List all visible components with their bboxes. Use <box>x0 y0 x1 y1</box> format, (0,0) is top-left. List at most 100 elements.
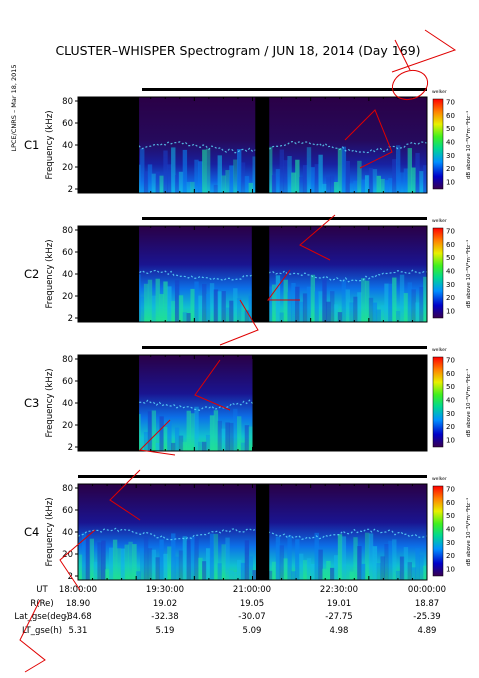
availability-bar <box>78 475 142 478</box>
spectrogram-column <box>240 442 246 451</box>
orbit-value: 18.90 <box>66 599 90 609</box>
spectrogram-column <box>376 175 381 193</box>
y-tick-label: 20 <box>62 550 73 560</box>
spectrogram-column <box>140 296 145 322</box>
colorbar-tick-label: 10 <box>446 308 455 316</box>
spectrogram-column <box>395 145 401 193</box>
y-tick-label: 40 <box>62 141 73 151</box>
spectrogram-column <box>372 546 378 580</box>
spectrogram-column <box>155 557 160 580</box>
orbit-value: -27.75 <box>325 612 352 622</box>
orbit-value: 19:30:00 <box>146 585 184 595</box>
spectrogram-column <box>202 149 207 193</box>
orbit-value: 21:00:00 <box>233 585 271 595</box>
spectrogram-column <box>384 283 389 322</box>
spectrogram-column <box>186 540 191 580</box>
y-tick-label: 80 <box>62 226 73 236</box>
spectrogram-column <box>205 548 211 580</box>
colorbar-tick-label: 20 <box>446 423 455 431</box>
spectrogram-column <box>345 289 350 322</box>
spectrogram-column <box>314 164 319 193</box>
spectrogram-column <box>310 167 316 193</box>
y-tick-label: 2 <box>68 443 73 453</box>
spectrogram-column <box>361 179 366 193</box>
spectrogram-column <box>209 415 215 451</box>
spectrogram-column <box>213 184 219 193</box>
spectrogram-column <box>182 442 188 451</box>
colorbar-tick-label: 30 <box>446 152 455 160</box>
spectrogram-column <box>89 538 95 580</box>
spectrogram-column <box>236 148 242 193</box>
spectrogram-column <box>85 536 91 580</box>
spectrogram-column <box>244 425 250 451</box>
spectrogram-column <box>167 421 172 451</box>
data-gap <box>78 355 140 451</box>
spectrogram-column <box>163 426 168 451</box>
spectrogram-column <box>252 570 257 580</box>
spectrogram-column <box>318 549 323 580</box>
orbit-value: 19.05 <box>240 599 264 609</box>
spectrogram-column <box>411 567 416 580</box>
spectrogram-column <box>233 159 238 193</box>
y-tick-label: 2 <box>68 314 73 324</box>
spectrogram-column <box>326 301 331 322</box>
chart-title: CLUSTER–WHISPER Spectrogram / JUN 18, 20… <box>55 43 420 58</box>
spectrogram-column <box>147 548 153 580</box>
availability-bar <box>142 346 427 349</box>
spectrogram-column <box>372 169 378 193</box>
colorbar-tick-label: 70 <box>446 357 455 365</box>
spectrogram-column <box>392 159 397 193</box>
colorbar-tick-label: 60 <box>446 370 455 378</box>
spectrogram-column <box>221 175 226 193</box>
spectrogram-column <box>423 276 428 322</box>
spectrogram-column <box>194 281 199 322</box>
spectrogram-column <box>151 295 157 322</box>
orbit-value: 18.87 <box>415 599 439 609</box>
orbit-value: -32.38 <box>151 612 178 622</box>
spectrogram-column <box>376 563 381 580</box>
spectrogram-column <box>275 169 281 193</box>
spectrogram-column <box>240 162 246 193</box>
spectrogram-column <box>229 422 234 451</box>
plasma-frequency-line <box>77 140 428 154</box>
panel-c1: 80 60 40 20 2 Frequency (kHz) C1 70 60 50 40 30 20 10… <box>24 88 472 195</box>
colorbar-tick-label: 10 <box>446 179 455 187</box>
spectrogram-column <box>299 553 304 580</box>
spectrogram-column <box>233 408 238 451</box>
spectrogram-column <box>236 559 242 580</box>
panel-c4: 80 60 40 20 2 Frequency (kHz) C4 70 60 50 40 30 20 10… <box>24 475 472 582</box>
y-tick-label: 80 <box>62 97 73 107</box>
spectrogram-column <box>205 294 211 322</box>
spectrogram-column <box>155 171 160 193</box>
spectrogram-column <box>182 312 188 322</box>
spectrogram-column <box>345 160 350 193</box>
orbit-row-label: R(Re) <box>30 599 53 609</box>
colorbar-tick-label: 30 <box>446 281 455 289</box>
spectrogram-column <box>225 422 230 451</box>
spectrogram-column <box>147 279 153 322</box>
spectrogram-column <box>310 564 316 580</box>
spectrogram-column <box>337 312 343 322</box>
spectrogram-column <box>291 172 296 193</box>
colorbar-tick-label: 10 <box>446 437 455 445</box>
spectrogram-column <box>295 286 300 322</box>
spectrogram-column <box>78 554 83 580</box>
spectrogram-column <box>140 437 145 451</box>
spectrogram-column <box>174 174 180 193</box>
spectrogram-column <box>194 406 199 451</box>
spectrogram-column <box>190 536 195 580</box>
data-gap <box>251 226 270 322</box>
spectrogram-column <box>248 556 253 580</box>
spectrogram-column <box>283 160 288 193</box>
spectrogram-column <box>151 410 157 451</box>
spectrogram-column <box>299 177 304 193</box>
spectrogram-column <box>388 283 393 322</box>
spectrogram-column <box>182 149 188 193</box>
y-tick-label: 40 <box>62 528 73 538</box>
spectrogram-column <box>314 291 319 322</box>
availability-bar <box>142 88 427 91</box>
y-tick-label: 60 <box>62 119 73 129</box>
spectrogram-column <box>330 291 335 322</box>
spectrogram-column <box>171 533 176 580</box>
spectrogram-column <box>167 546 172 580</box>
